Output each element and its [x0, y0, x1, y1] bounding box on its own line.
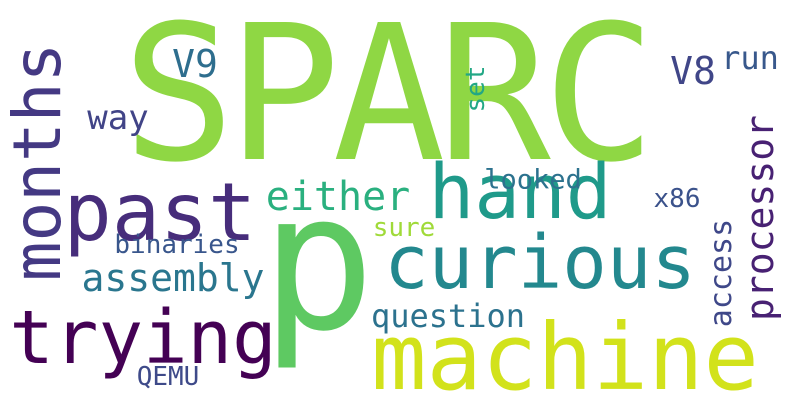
word-question: question [370, 297, 526, 335]
word-months: months [0, 42, 76, 282]
word-binaries: binaries [114, 230, 240, 260]
word-p: p [260, 152, 376, 373]
word-set: set [461, 65, 491, 113]
word-run: run [721, 39, 779, 77]
word-trying: trying [9, 295, 277, 381]
word-way: way [87, 98, 149, 138]
word-qemu: QEMU [136, 362, 200, 392]
word-looked: looked [484, 164, 582, 196]
word-machine: machine [371, 304, 759, 400]
word-hand: hand [428, 147, 612, 236]
word-access: access [704, 218, 739, 328]
word-assembly: assembly [81, 256, 265, 300]
word-processor: processor [738, 115, 782, 321]
word-curious: curious [384, 220, 696, 306]
word-v9: V9 [172, 42, 218, 86]
word-sure: sure [372, 213, 436, 243]
word-v8: V8 [670, 49, 716, 93]
word-x86: x86 [653, 184, 701, 214]
word-either: either [265, 174, 411, 220]
word-past: past [63, 166, 257, 259]
word-sparc: SPARC [122, 0, 656, 204]
